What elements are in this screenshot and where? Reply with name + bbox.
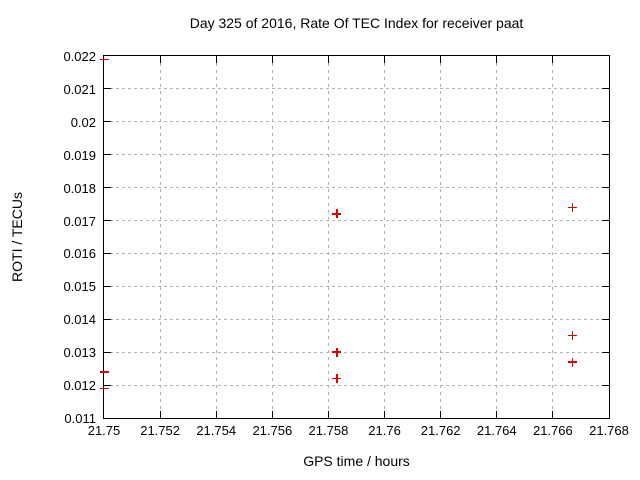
y-tick-mark-right <box>602 252 609 254</box>
x-tick-mark-bottom <box>215 411 217 418</box>
y-tick-label: 0.019 <box>63 147 96 163</box>
y-tick-mark-left <box>104 351 111 353</box>
y-grid-line <box>104 285 609 287</box>
y-tick-mark-right <box>602 285 609 287</box>
y-grid-line <box>104 351 609 353</box>
x-tick-label: 21.758 <box>308 423 349 438</box>
data-point-marker <box>571 357 574 367</box>
x-tick-label: 21.752 <box>140 423 180 438</box>
y-tick-mark-left <box>104 384 111 386</box>
y-grid-line <box>104 154 609 156</box>
y-grid-line <box>104 384 609 386</box>
x-tick-label: 21.75 <box>87 423 121 438</box>
x-tick-mark-bottom <box>271 411 273 418</box>
y-tick-mark-right <box>602 121 609 123</box>
y-tick-mark-right <box>602 318 609 320</box>
x-tick-mark-top <box>496 56 498 63</box>
x-tick-mark-bottom <box>327 411 329 418</box>
y-tick-mark-left <box>104 220 111 222</box>
y-tick-label: 0.012 <box>63 378 96 394</box>
y-tick-mark-left <box>104 285 111 287</box>
y-grid-line <box>104 318 609 320</box>
x-tick-mark-top <box>271 56 273 63</box>
y-tick-label: 0.021 <box>63 81 96 97</box>
y-tick-mark-left <box>104 154 111 156</box>
y-axis-title: ROTI / TECUs <box>9 192 25 282</box>
y-tick-label: 0.013 <box>63 345 96 361</box>
x-tick-label: 21.766 <box>532 423 573 438</box>
y-grid-line <box>104 252 609 254</box>
data-point-marker <box>336 209 338 219</box>
plot-area <box>99 55 610 419</box>
x-tick-mark-top <box>552 56 554 63</box>
x-tick-label: 21.764 <box>476 423 517 438</box>
y-tick-mark-left <box>104 187 111 189</box>
y-tick-label: 0.017 <box>63 213 96 229</box>
y-tick-label: 0.02 <box>70 114 96 130</box>
x-axis-title: GPS time / hours <box>303 453 410 469</box>
y-grid-line <box>104 220 609 222</box>
data-point-marker <box>99 58 109 61</box>
x-tick-mark-top <box>159 56 161 63</box>
x-tick-mark-top <box>215 56 217 63</box>
y-grid-line <box>104 121 609 123</box>
y-tick-label: 0.016 <box>63 246 96 262</box>
x-tick-label: 21.762 <box>420 423 461 438</box>
data-point-marker <box>571 202 574 212</box>
data-point-marker <box>99 371 109 373</box>
y-tick-label: 0.014 <box>63 312 96 328</box>
y-grid-line <box>104 187 609 189</box>
x-grid-line <box>552 56 554 418</box>
y-tick-label: 0.011 <box>64 411 96 426</box>
y-tick-label: 0.022 <box>63 49 96 64</box>
x-grid-line <box>271 56 273 418</box>
x-tick-label: 21.768 <box>589 423 629 438</box>
y-tick-mark-right <box>602 154 609 156</box>
data-point-marker <box>571 331 574 341</box>
data-point-marker <box>99 387 109 390</box>
x-grid-line <box>440 56 442 418</box>
x-tick-mark-bottom <box>440 411 442 418</box>
x-grid-line <box>384 56 386 418</box>
chart-title: Day 325 of 2016, Rate Of TEC Index for r… <box>189 15 524 31</box>
data-point-marker <box>336 374 338 383</box>
x-tick-mark-bottom <box>159 411 161 418</box>
x-grid-line <box>159 56 161 418</box>
x-grid-line <box>215 56 217 418</box>
x-tick-label: 21.756 <box>252 423 293 438</box>
y-tick-mark-right <box>602 351 609 353</box>
x-tick-mark-bottom <box>552 411 554 418</box>
y-grid-line <box>104 88 609 90</box>
y-tick-label: 0.015 <box>63 279 96 295</box>
y-tick-mark-left <box>104 88 111 90</box>
x-tick-label: 21.754 <box>196 423 237 438</box>
x-grid-line <box>327 56 329 418</box>
y-tick-mark-right <box>602 88 609 90</box>
data-point-marker <box>336 347 338 357</box>
x-tick-mark-bottom <box>496 411 498 418</box>
y-tick-label: 0.018 <box>63 180 96 196</box>
y-tick-mark-right <box>602 220 609 222</box>
x-tick-mark-top <box>384 56 386 63</box>
y-tick-mark-left <box>104 318 111 320</box>
y-tick-mark-left <box>104 121 111 123</box>
x-tick-label: 21.76 <box>368 423 401 438</box>
y-tick-mark-right <box>602 384 609 386</box>
y-tick-mark-left <box>104 252 111 254</box>
x-tick-mark-bottom <box>384 411 386 418</box>
x-tick-mark-top <box>440 56 442 63</box>
x-grid-line <box>496 56 498 418</box>
x-tick-mark-top <box>327 56 329 63</box>
y-tick-mark-right <box>602 187 609 189</box>
